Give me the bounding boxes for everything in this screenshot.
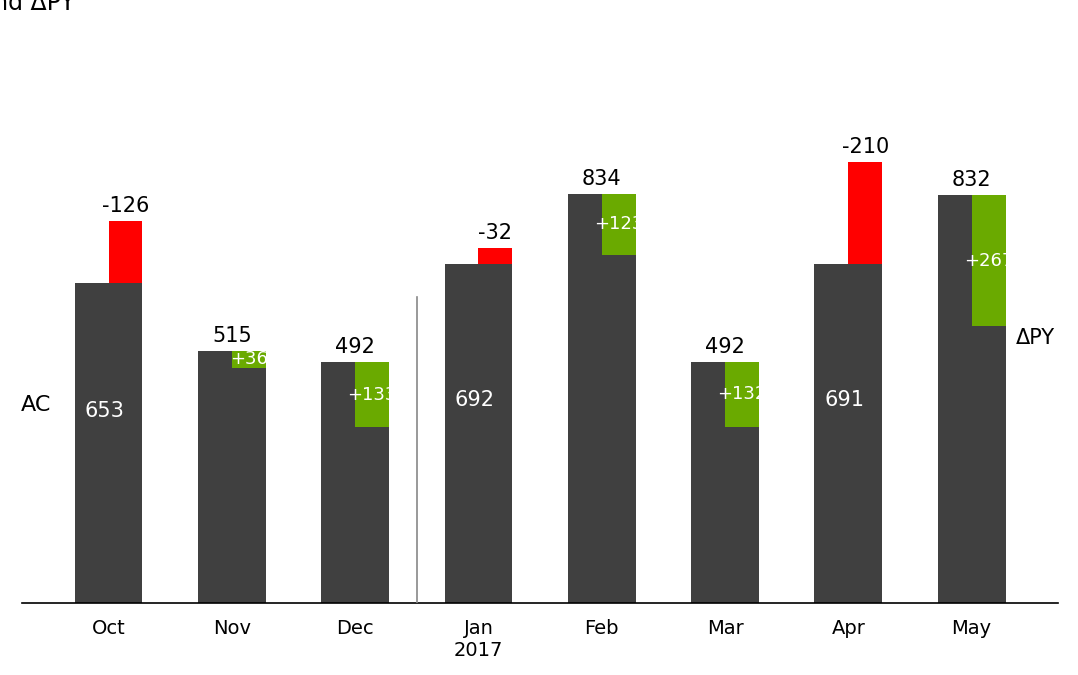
Bar: [74, 283, 142, 603]
Text: -210: -210: [842, 136, 889, 157]
Text: 653: 653: [85, 401, 125, 421]
Text: AC and ΔPY: AC and ΔPY: [0, 0, 75, 16]
Text: 515: 515: [212, 326, 252, 346]
Bar: [444, 264, 512, 603]
Text: -32: -32: [479, 223, 512, 244]
Text: 692: 692: [455, 389, 495, 410]
Text: +36: +36: [230, 350, 267, 369]
Text: 492: 492: [335, 337, 375, 357]
Text: +267: +267: [964, 252, 1013, 270]
Text: 492: 492: [705, 337, 745, 357]
Bar: [848, 161, 882, 265]
Bar: [938, 195, 1006, 603]
Text: +123: +123: [594, 215, 644, 234]
Text: -126: -126: [101, 196, 149, 217]
Bar: [355, 362, 389, 427]
Bar: [602, 194, 636, 254]
Bar: [109, 221, 142, 283]
Text: 832: 832: [952, 170, 992, 190]
Bar: [971, 195, 1006, 326]
Bar: [691, 362, 759, 603]
Text: AC: AC: [20, 395, 51, 414]
Text: ΔPY: ΔPY: [1015, 328, 1055, 348]
Bar: [232, 351, 266, 369]
Text: +132: +132: [717, 385, 766, 403]
Bar: [815, 265, 882, 603]
Bar: [198, 351, 266, 603]
Text: +133: +133: [347, 385, 397, 404]
Bar: [321, 362, 389, 603]
Text: 834: 834: [582, 169, 622, 190]
Bar: [568, 194, 636, 603]
Bar: [479, 248, 512, 264]
Text: 691: 691: [825, 390, 865, 410]
Bar: [725, 362, 759, 427]
